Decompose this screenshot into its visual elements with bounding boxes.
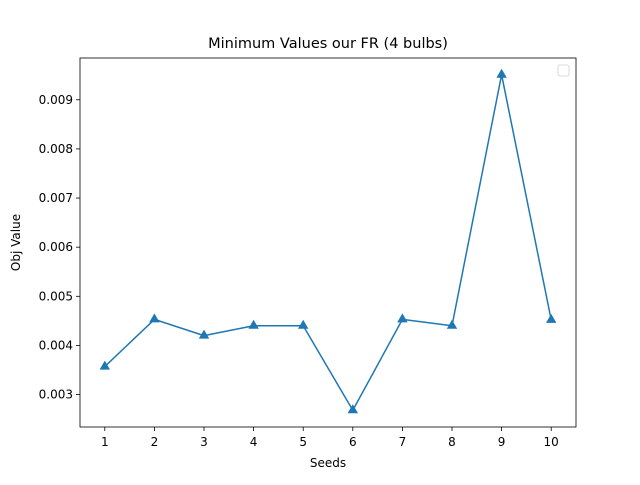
x-tick-label: 9 — [498, 435, 506, 449]
series-layer — [99, 68, 557, 414]
data-point-marker — [198, 329, 210, 339]
x-tick-label: 10 — [544, 435, 559, 449]
y-axis-label: Obj Value — [9, 214, 23, 271]
y-axis-ticks: 0.003 0.004 0.005 0.006 0.007 0.008 0.009 — [39, 93, 80, 402]
data-point-marker — [496, 68, 507, 78]
plot-frame — [79, 57, 577, 428]
x-tick-label: 3 — [200, 435, 208, 449]
data-point-marker — [347, 404, 359, 414]
data-point-marker — [397, 313, 408, 323]
data-point-marker — [248, 319, 259, 329]
x-tick-label: 8 — [448, 435, 456, 449]
plot-area — [80, 58, 576, 427]
data-point-marker — [446, 319, 458, 329]
x-tick-label: 6 — [349, 435, 357, 449]
data-point-marker — [99, 360, 111, 370]
y-tick-label: 0.003 — [39, 388, 73, 402]
x-axis-label: Seeds — [310, 456, 346, 470]
data-point-marker — [297, 319, 309, 329]
x-tick-label: 2 — [151, 435, 159, 449]
series-line — [104, 73, 552, 412]
data-point-marker — [149, 313, 160, 323]
x-tick-label: 7 — [399, 435, 407, 449]
y-tick-label: 0.007 — [39, 191, 73, 205]
y-tick-label: 0.008 — [39, 142, 73, 156]
x-tick-label: 1 — [101, 435, 109, 449]
legend-box — [557, 64, 570, 77]
y-tick-label: 0.006 — [39, 240, 73, 254]
x-tick-label: 5 — [299, 435, 307, 449]
chart-title: Minimum Values our FR (4 bulbs) — [208, 36, 448, 52]
x-tick-label: 4 — [250, 435, 258, 449]
data-point-marker — [545, 313, 557, 323]
y-tick-label: 0.004 — [39, 338, 73, 352]
y-tick-label: 0.009 — [39, 93, 73, 107]
x-axis-ticks: 1 2 3 4 5 6 7 8 9 10 — [101, 427, 559, 449]
y-tick-label: 0.005 — [39, 289, 73, 303]
